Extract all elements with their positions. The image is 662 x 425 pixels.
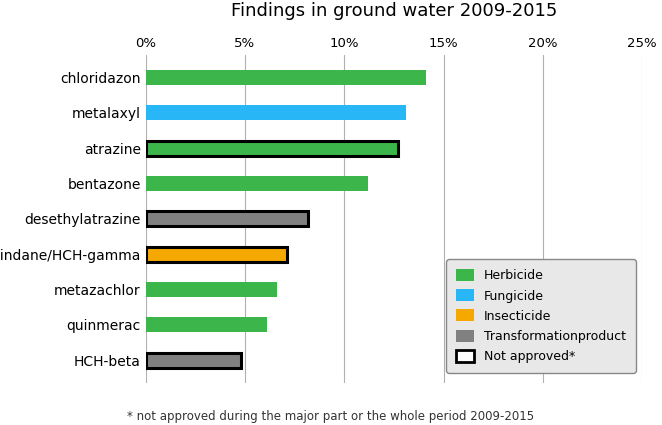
Bar <box>146 247 287 262</box>
Bar <box>146 212 308 226</box>
Bar <box>146 353 241 368</box>
Text: * not approved during the major part or the whole period 2009-2015: * not approved during the major part or … <box>128 410 534 423</box>
Bar <box>146 212 308 226</box>
Bar <box>146 247 287 262</box>
Bar <box>146 353 241 368</box>
Bar <box>146 70 426 85</box>
Bar <box>146 317 267 332</box>
Bar <box>146 176 368 191</box>
Bar <box>146 141 398 156</box>
Legend: Herbicide, Fungicide, Insecticide, Transformationproduct, Not approved*: Herbicide, Fungicide, Insecticide, Trans… <box>446 259 636 373</box>
Title: Findings in ground water 2009-2015: Findings in ground water 2009-2015 <box>230 3 557 20</box>
Bar <box>146 282 277 297</box>
Bar <box>146 141 398 156</box>
Bar <box>146 105 406 120</box>
